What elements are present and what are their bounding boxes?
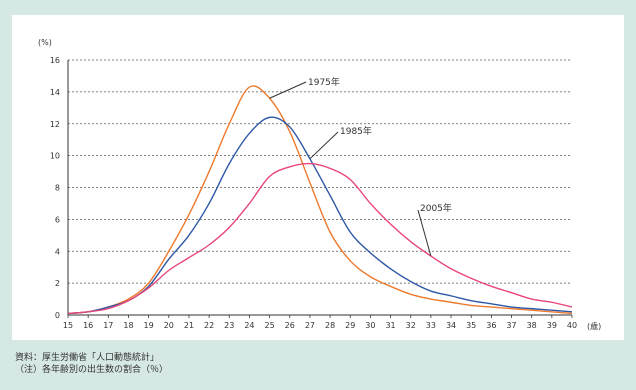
footnote: （注）各年齢別の出生数の割合（％）	[15, 365, 169, 375]
x-tick-labels: 15 16 17 18 19 20 21 22 23 24 25 26 27 28 29 30 31 32 33 34…	[63, 315, 577, 330]
callout-leader-1985	[309, 131, 339, 160]
x-tick-label: 40	[567, 321, 577, 330]
x-tick-label: 27	[305, 321, 315, 330]
x-unit-label: (歳)	[587, 321, 601, 331]
callouts: 1975年 1985年 2005年	[269, 76, 452, 257]
x-tick-label: 19	[144, 321, 154, 330]
x-tick-label: 36	[486, 321, 496, 330]
x-tick-label: 15	[63, 321, 73, 330]
x-tick-label: 17	[103, 321, 113, 330]
series-line	[67, 116, 573, 315]
x-tick-label: 35	[466, 321, 476, 330]
x-tick-label: 24	[244, 321, 254, 330]
y-tick-label: 14	[50, 88, 60, 97]
y-tick-label: 10	[50, 152, 60, 161]
x-tick-label: 16	[83, 321, 93, 330]
callout-leader-1975	[269, 81, 307, 99]
x-tick-label: 22	[204, 321, 214, 330]
y-tick-label: 16	[50, 56, 60, 65]
y-tick-label: 2	[55, 279, 60, 288]
x-tick-label: 25	[265, 321, 275, 330]
x-tick-label: 28	[325, 321, 335, 330]
callout-label-1975: 1975年	[308, 76, 340, 88]
x-tick-label: 18	[123, 321, 133, 330]
plot-panel: 0 2 4 6 8 10 12 14 16 15 16 17 18 19 20 21 22 23 24 25 26 27…	[12, 15, 624, 340]
source-note: 資料：厚生労働省「人口動態統計」	[15, 353, 160, 363]
x-tick-label: 37	[506, 321, 516, 330]
x-tick-label: 34	[446, 321, 456, 330]
axes	[67, 60, 572, 316]
gridlines	[68, 59, 572, 284]
x-tick-label: 20	[164, 321, 174, 330]
x-tick-label: 21	[184, 321, 194, 330]
y-tick-label: 8	[55, 184, 60, 193]
y-tick-label: 4	[55, 247, 60, 256]
x-tick-label: 30	[365, 321, 375, 330]
x-tick-label: 38	[527, 321, 537, 330]
x-tick-label: 31	[385, 321, 395, 330]
y-tick-label: 12	[50, 120, 60, 129]
x-tick-label: 29	[345, 321, 355, 330]
y-tick-label: 0	[55, 311, 60, 320]
x-tick-label: 33	[426, 321, 436, 330]
callout-label-1985: 1985年	[340, 125, 372, 137]
y-tick-label: 6	[55, 215, 60, 224]
x-tick-label: 39	[547, 321, 557, 330]
y-tick-labels: 0 2 4 6 8 10 12 14 16	[50, 56, 60, 320]
series-line	[67, 162, 573, 315]
x-tick-label: 23	[224, 321, 234, 330]
x-tick-label: 26	[285, 321, 295, 330]
y-unit-label: (%)	[38, 38, 52, 47]
callout-leader-2005	[417, 209, 432, 257]
series-lines	[67, 85, 573, 315]
callout-label-2005: 2005年	[420, 202, 452, 214]
series-line	[67, 85, 573, 315]
x-tick-label: 32	[406, 321, 416, 330]
